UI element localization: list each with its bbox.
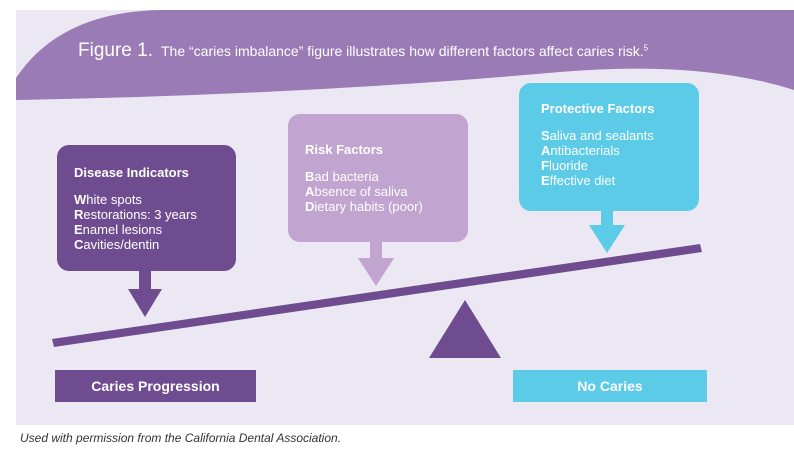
risk-item: Bad bacteria bbox=[305, 169, 379, 184]
permission-footer: Used with permission from the California… bbox=[20, 431, 342, 445]
protective-item: Saliva and sealants bbox=[541, 128, 654, 143]
disease-item: Restorations: 3 years bbox=[74, 207, 197, 222]
no-caries-label: No Caries bbox=[513, 370, 707, 402]
disease-indicators-box: Disease Indicators White spots Restorati… bbox=[57, 145, 236, 271]
risk-factors-title: Risk Factors bbox=[305, 142, 384, 157]
risk-item: Dietary habits (poor) bbox=[305, 199, 423, 214]
protective-item: Fluoride bbox=[541, 158, 588, 173]
header-banner bbox=[16, 10, 794, 100]
figure-caption: The “caries imbalance” figure illustrate… bbox=[160, 43, 649, 59]
disease-item: Cavities/dentin bbox=[74, 237, 160, 252]
disease-item: White spots bbox=[74, 192, 142, 207]
risk-arrow bbox=[358, 242, 394, 286]
seesaw-beam bbox=[52, 244, 702, 347]
protective-factors-box: Protective Factors Saliva and sealants A… bbox=[519, 83, 699, 211]
seesaw-fulcrum bbox=[429, 300, 501, 358]
disease-item: Enamel lesions bbox=[74, 222, 163, 237]
figure-title: Figure 1. The “caries imbalance” figure … bbox=[78, 40, 648, 70]
risk-item: Absence of saliva bbox=[305, 184, 408, 199]
caption-superscript: 5 bbox=[643, 43, 649, 53]
protective-factors-title: Protective Factors bbox=[541, 101, 655, 116]
disease-indicators-title: Disease Indicators bbox=[74, 165, 189, 180]
disease-arrow bbox=[128, 271, 162, 317]
risk-factors-box: Risk Factors Bad bacteria Absence of sal… bbox=[288, 114, 468, 242]
protective-item: Antibacterials bbox=[541, 143, 620, 158]
figure-label: Figure 1. bbox=[78, 40, 153, 61]
protective-arrow bbox=[589, 211, 625, 253]
protective-item: Effective diet bbox=[541, 173, 616, 188]
caries-progression-label: Caries Progression bbox=[55, 370, 256, 402]
